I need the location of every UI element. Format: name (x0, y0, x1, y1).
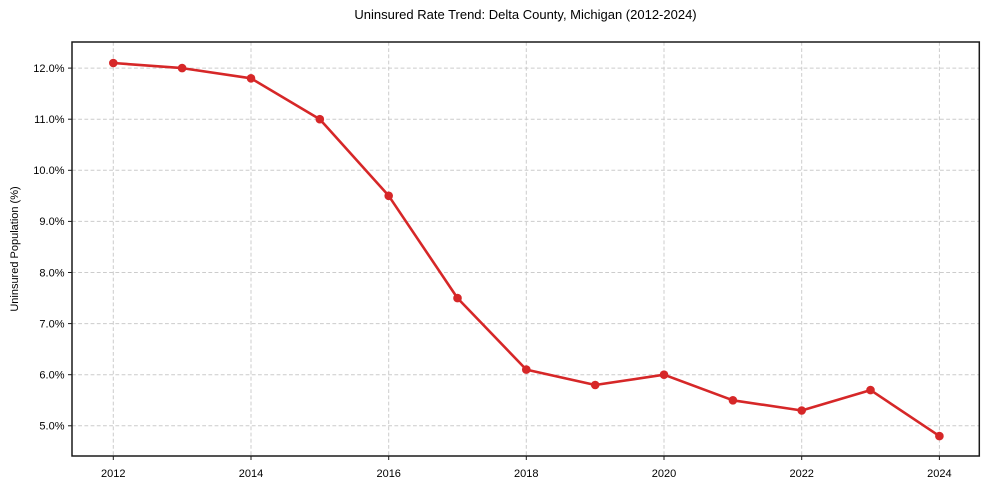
y-tick-label: 11.0% (34, 114, 65, 126)
x-tick-label: 2016 (376, 468, 400, 480)
data-point (109, 58, 118, 68)
y-tick-label: 12.0% (33, 63, 64, 75)
data-point (935, 431, 944, 441)
y-tick-label: 5.0% (39, 421, 64, 433)
data-point (177, 63, 187, 73)
x-tick-label: 2012 (101, 468, 125, 480)
data-point (246, 74, 256, 83)
x-tick-label: 2022 (789, 468, 813, 480)
data-point (384, 191, 394, 201)
data-point (728, 396, 738, 405)
y-tick-label: 7.0% (39, 318, 64, 330)
y-tick-label: 9.0% (39, 216, 64, 228)
plot-border (71, 41, 981, 457)
data-point (590, 380, 600, 390)
data-point (315, 114, 325, 124)
y-tick-label: 10.0% (33, 165, 64, 177)
x-tick-label: 2014 (239, 468, 263, 480)
data-point (453, 293, 462, 303)
data-point (659, 370, 669, 380)
x-tick-label: 2024 (927, 468, 951, 480)
x-tick-label: 2020 (652, 468, 676, 480)
data-point (797, 406, 806, 415)
data-point (522, 365, 531, 374)
chart-title: Uninsured Rate Trend: Delta County, Mich… (354, 7, 697, 22)
x-tick-label: 2018 (514, 468, 538, 480)
y-tick-label: 6.0% (39, 370, 64, 382)
data-point (866, 385, 875, 395)
y-tick-label: 8.0% (39, 267, 64, 279)
